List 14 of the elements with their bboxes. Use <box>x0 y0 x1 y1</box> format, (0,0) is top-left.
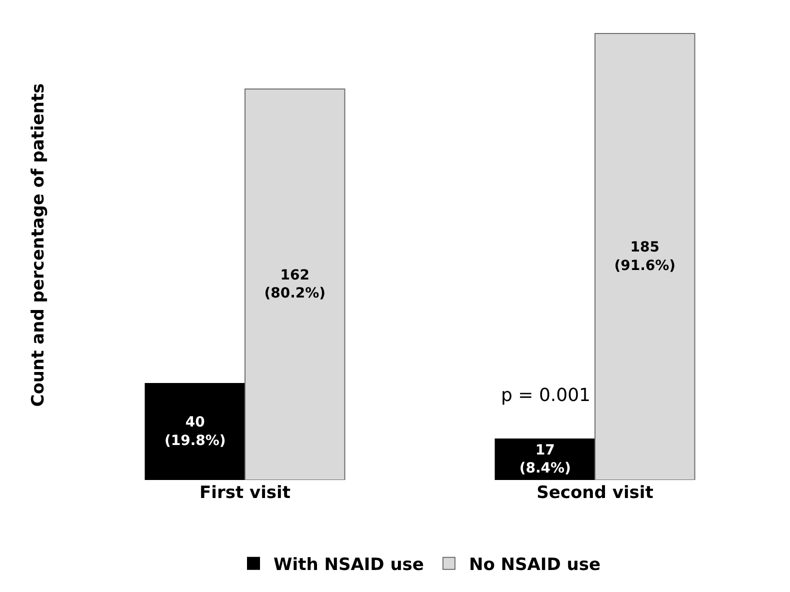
legend-label: With NSAID use <box>274 554 424 575</box>
bar <box>244 88 346 480</box>
bar <box>494 438 596 480</box>
x-tick-label: Second visit <box>536 483 654 503</box>
x-tick-label: First visit <box>200 483 290 503</box>
annotation: p = 0.001 <box>501 385 590 406</box>
data-label: 17 (8.4%) <box>519 442 571 477</box>
data-label: 185 (91.6%) <box>614 240 676 274</box>
data-label: 162 (80.2%) <box>264 267 326 302</box>
bar <box>144 382 246 480</box>
data-label: 40 (19.8%) <box>164 414 226 449</box>
y-axis-title: Count and percentage of patients <box>28 83 49 407</box>
legend-label: No NSAID use <box>468 554 601 575</box>
bar <box>594 33 696 480</box>
